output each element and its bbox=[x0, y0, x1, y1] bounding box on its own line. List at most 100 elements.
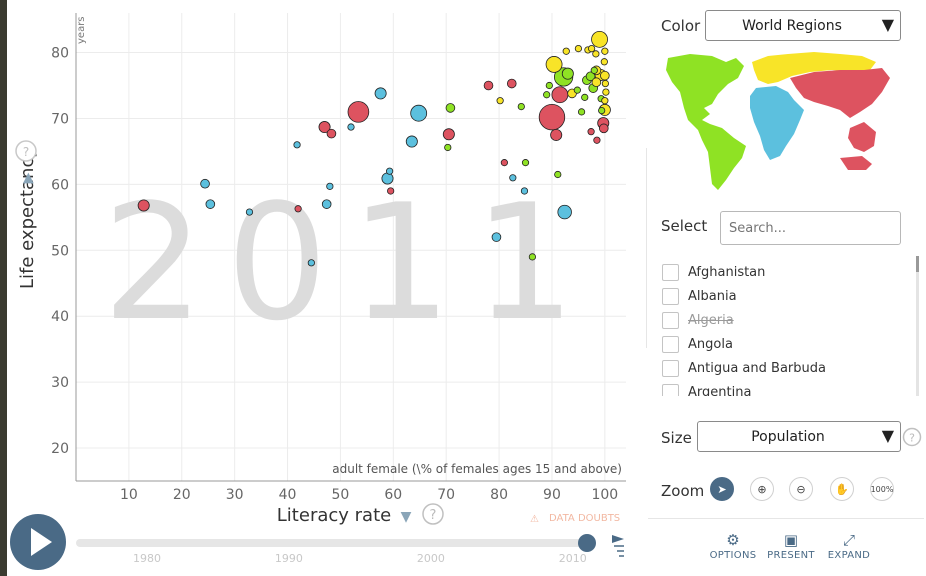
data-point[interactable] bbox=[347, 123, 355, 131]
data-point[interactable] bbox=[592, 50, 600, 58]
list-scrollbar[interactable] bbox=[916, 256, 919, 396]
pan-button[interactable]: ✋ bbox=[830, 477, 854, 501]
data-point[interactable] bbox=[588, 44, 596, 53]
data-point[interactable] bbox=[294, 205, 302, 213]
y-info-icon[interactable]: ? bbox=[15, 140, 37, 162]
data-point[interactable] bbox=[245, 208, 254, 216]
data-point[interactable] bbox=[410, 104, 428, 122]
x-help-icon[interactable]: ? bbox=[422, 503, 444, 525]
data-point[interactable] bbox=[381, 172, 394, 185]
checkbox[interactable] bbox=[662, 311, 679, 329]
present-button[interactable]: ▣ PRESENT bbox=[763, 530, 819, 561]
data-point[interactable] bbox=[405, 135, 418, 148]
data-point[interactable] bbox=[520, 187, 529, 195]
data-point[interactable] bbox=[601, 97, 609, 105]
map-region-europe[interactable] bbox=[752, 52, 876, 84]
checkbox[interactable] bbox=[662, 383, 679, 396]
data-point[interactable] bbox=[307, 259, 315, 267]
data-point[interactable] bbox=[321, 199, 332, 209]
color-dropdown[interactable]: World Regions ▼ bbox=[705, 10, 901, 41]
checkbox[interactable] bbox=[662, 263, 679, 281]
data-point[interactable] bbox=[562, 47, 570, 55]
speed-control-icon[interactable] bbox=[612, 535, 624, 557]
data-point[interactable] bbox=[444, 143, 452, 152]
data-point[interactable] bbox=[587, 128, 595, 136]
data-point[interactable] bbox=[593, 136, 601, 144]
checkbox[interactable] bbox=[662, 335, 679, 353]
checkbox[interactable] bbox=[662, 359, 679, 377]
data-point[interactable] bbox=[590, 66, 598, 74]
zoom-in-button[interactable]: ⊕ bbox=[750, 477, 774, 501]
data-point[interactable] bbox=[387, 187, 395, 195]
data-point[interactable] bbox=[602, 88, 610, 96]
data-point[interactable] bbox=[326, 182, 334, 190]
data-point[interactable] bbox=[137, 199, 150, 212]
data-point[interactable] bbox=[442, 128, 455, 141]
data-point[interactable] bbox=[374, 87, 387, 100]
data-point[interactable] bbox=[577, 108, 586, 116]
play-button[interactable] bbox=[10, 514, 66, 570]
data-point[interactable] bbox=[598, 106, 606, 115]
data-point[interactable] bbox=[521, 159, 530, 167]
data-point[interactable] bbox=[205, 199, 216, 209]
list-item[interactable]: Algeria bbox=[662, 308, 910, 332]
data-point[interactable] bbox=[500, 159, 508, 167]
data-point[interactable] bbox=[528, 253, 536, 261]
data-point[interactable] bbox=[600, 58, 608, 66]
options-button[interactable]: ⚙ OPTIONS bbox=[705, 530, 761, 561]
pointer-tool-button[interactable]: ➤ bbox=[710, 477, 734, 501]
data-point[interactable] bbox=[574, 44, 583, 53]
data-point[interactable] bbox=[573, 86, 581, 94]
data-doubts-warning[interactable]: ⚠ DATA DOUBTS bbox=[530, 513, 620, 525]
data-point[interactable] bbox=[545, 56, 563, 73]
checkbox[interactable] bbox=[662, 287, 679, 305]
timeline-track[interactable] bbox=[76, 539, 588, 547]
data-point[interactable] bbox=[545, 81, 553, 90]
y-axis-label[interactable]: Life expectancy bbox=[17, 147, 38, 289]
scrollbar-thumb[interactable] bbox=[916, 256, 919, 272]
search-input[interactable] bbox=[720, 211, 901, 245]
data-point[interactable] bbox=[557, 204, 572, 220]
map-region-americas[interactable] bbox=[666, 54, 746, 190]
y-axis-dropdown-icon[interactable]: ▶ bbox=[20, 172, 36, 183]
data-point[interactable] bbox=[491, 232, 502, 242]
list-item[interactable]: Argentina bbox=[662, 380, 910, 396]
data-point[interactable] bbox=[347, 101, 370, 123]
zoom-reset-button[interactable]: 100% bbox=[870, 477, 894, 501]
data-point[interactable] bbox=[591, 30, 608, 48]
data-point[interactable] bbox=[445, 103, 456, 113]
data-point[interactable] bbox=[517, 103, 525, 111]
x-axis-dropdown-icon[interactable]: ▼ bbox=[401, 509, 412, 525]
data-point[interactable] bbox=[591, 77, 602, 88]
data-point[interactable] bbox=[550, 128, 563, 141]
data-point[interactable] bbox=[506, 78, 517, 89]
data-point[interactable] bbox=[551, 86, 569, 104]
list-item[interactable]: Albania bbox=[662, 284, 910, 308]
map-region-asia[interactable] bbox=[790, 68, 890, 170]
data-point[interactable] bbox=[581, 93, 589, 101]
data-point[interactable] bbox=[585, 71, 596, 82]
list-item[interactable]: Angola bbox=[662, 332, 910, 356]
data-point[interactable] bbox=[318, 121, 331, 134]
data-point[interactable] bbox=[598, 123, 609, 134]
data-point[interactable] bbox=[326, 128, 337, 139]
list-item[interactable]: Antigua and Barbuda bbox=[662, 356, 910, 380]
data-point[interactable] bbox=[509, 174, 517, 182]
data-point[interactable] bbox=[293, 141, 301, 149]
data-point[interactable] bbox=[601, 79, 609, 88]
data-point[interactable] bbox=[386, 167, 394, 175]
timeline-handle[interactable] bbox=[578, 534, 596, 552]
x-axis-label[interactable]: Literacy rate bbox=[277, 505, 391, 526]
list-item[interactable]: Afghanistan bbox=[662, 260, 910, 284]
data-point[interactable] bbox=[554, 170, 562, 179]
data-point[interactable] bbox=[600, 70, 610, 81]
data-point[interactable] bbox=[483, 80, 494, 91]
size-help-icon[interactable]: ? bbox=[902, 427, 922, 447]
data-point[interactable] bbox=[538, 103, 566, 131]
zoom-out-button[interactable]: ⊖ bbox=[789, 477, 813, 501]
world-regions-map[interactable] bbox=[664, 48, 898, 192]
expand-button[interactable]: ⤢ EXPAND bbox=[821, 530, 877, 561]
data-point[interactable] bbox=[496, 97, 504, 105]
data-point[interactable] bbox=[200, 178, 210, 189]
data-point[interactable] bbox=[561, 67, 574, 80]
